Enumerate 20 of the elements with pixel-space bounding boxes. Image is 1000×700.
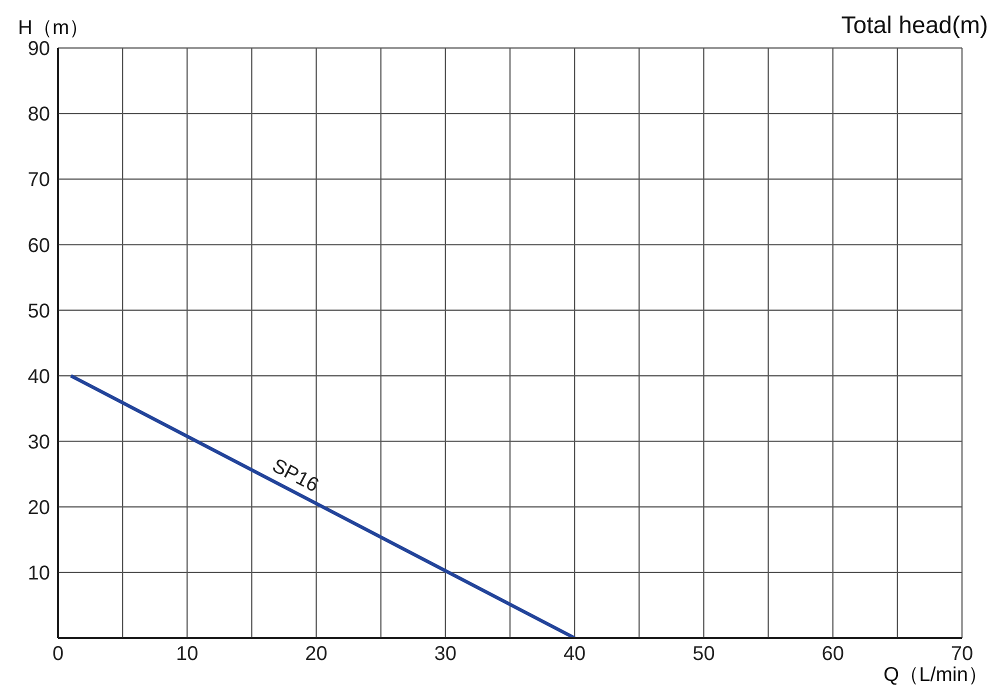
y-tick-label: 80 <box>28 104 50 126</box>
x-tick-label: 0 <box>52 643 64 666</box>
y-tick-label: 90 <box>28 38 50 60</box>
y-tick-label: 60 <box>28 234 50 257</box>
chart-title: Total head(m) <box>841 12 988 40</box>
y-tick-label: 10 <box>28 562 50 585</box>
x-tick-label: 50 <box>692 643 715 666</box>
y-tick-label: 30 <box>28 431 50 454</box>
x-tick-label: 20 <box>305 643 328 666</box>
x-tick-label: 30 <box>434 643 457 666</box>
x-tick-label: 40 <box>563 643 586 666</box>
text: SP16 <box>268 454 322 497</box>
x-axis-title: Q（L/min） <box>884 661 988 688</box>
y-tick-label: 50 <box>28 300 50 322</box>
y-tick-label: 40 <box>28 366 50 388</box>
x-tick-label: 10 <box>176 643 198 666</box>
y-axis-title: H（m） <box>18 16 90 41</box>
x-tick-label: 60 <box>822 643 844 666</box>
y-tick-label: 70 <box>28 169 50 192</box>
y-tick-label: 20 <box>28 496 50 519</box>
